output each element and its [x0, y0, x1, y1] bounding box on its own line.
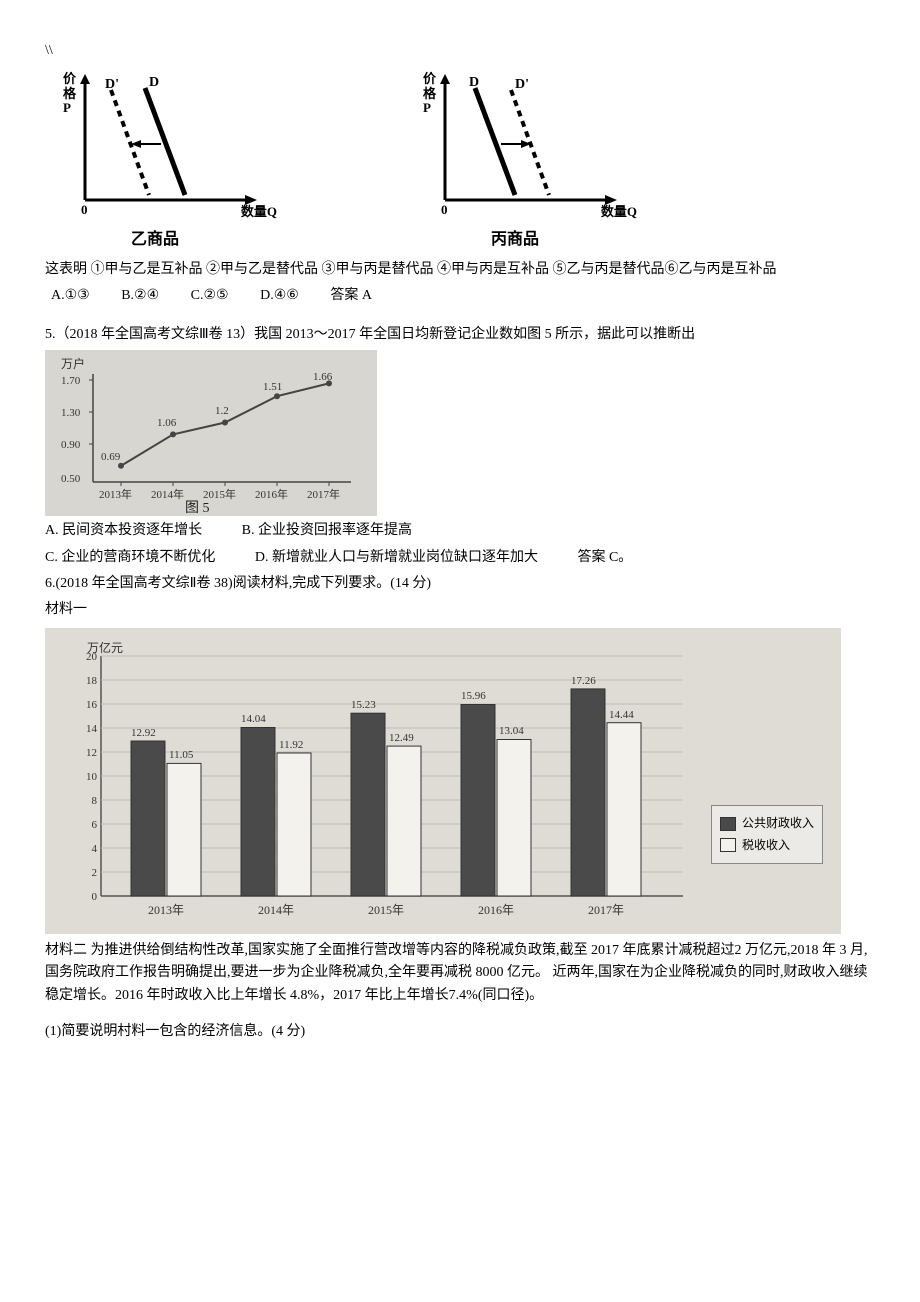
svg-text:14.04: 14.04	[241, 713, 266, 725]
svg-text:11.92: 11.92	[279, 739, 303, 751]
svg-text:14: 14	[86, 723, 98, 735]
q5-options-row1: A. 民间资本投资逐年增长 B. 企业投资回报率逐年提高	[45, 520, 875, 542]
chart-caption-left: 乙商品	[45, 227, 265, 253]
q5-prompt: 5.（2018 年全国高考文综Ⅲ卷 13）我国 2013～2017 年全国日均新…	[45, 324, 875, 346]
svg-text:13.04: 13.04	[499, 725, 524, 737]
demand-chart-left: 价 格 P 0 D D' 数量Q 乙商品	[45, 70, 265, 253]
svg-text:6: 6	[92, 819, 98, 831]
q4-choices: A.①③ B.②④ C.②⑤ D.④⑥ 答案 A	[51, 285, 875, 307]
q4-optB: B.②④	[121, 288, 159, 303]
y-axis-label: 价 格 P	[63, 72, 76, 115]
svg-text:1.70: 1.70	[61, 375, 81, 387]
page-marker: \\	[45, 40, 875, 62]
svg-text:16: 16	[86, 699, 98, 711]
svg-text:2017年: 2017年	[307, 487, 340, 501]
legend-item: 公共财政收入	[720, 814, 814, 833]
x-axis-label: 数量Q	[241, 202, 277, 223]
bars-2014: 14.04 11.92	[241, 713, 311, 896]
d-label: D	[469, 75, 479, 90]
legend-label: 公共财政收入	[742, 814, 814, 833]
bar-chart-material1: 万亿元 0 2 4 6 8 10 12 14 16 18	[45, 628, 841, 934]
svg-text:14.44: 14.44	[609, 709, 634, 721]
q4-statement: 这表明 ①甲与乙是互补品 ②甲与乙是替代品 ③甲与丙是替代品 ④甲与丙是互补品 …	[45, 259, 875, 281]
q6-subq1: (1)简要说明村料一包含的经济信息。(4 分)	[45, 1021, 875, 1043]
q5-answer: 答案 C。	[577, 550, 632, 565]
svg-text:0.69: 0.69	[101, 451, 121, 463]
svg-text:2014年: 2014年	[151, 487, 184, 501]
svg-text:1.51: 1.51	[263, 381, 282, 393]
d-label: D	[149, 75, 159, 90]
q6-material1-label: 材料一	[45, 599, 875, 621]
demand-chart-left-svg: 0 D D'	[45, 70, 265, 225]
svg-text:17.26: 17.26	[571, 675, 596, 687]
figure5-caption: 图 5	[185, 501, 210, 514]
svg-text:0.90: 0.90	[61, 439, 81, 451]
bars-2017: 17.26 14.44	[571, 675, 641, 896]
bar-chart-svg: 万亿元 0 2 4 6 8 10 12 14 16 18	[53, 636, 693, 926]
svg-text:15.23: 15.23	[351, 699, 376, 711]
svg-text:12.92: 12.92	[131, 727, 156, 739]
svg-text:万户: 万户	[61, 356, 85, 371]
svg-text:8: 8	[92, 795, 98, 807]
svg-text:2016年: 2016年	[478, 903, 514, 917]
svg-text:2017年: 2017年	[588, 903, 624, 917]
svg-text:2014年: 2014年	[258, 903, 294, 917]
svg-text:2015年: 2015年	[203, 487, 236, 501]
svg-text:2013年: 2013年	[99, 487, 132, 501]
svg-text:0.50: 0.50	[61, 473, 81, 485]
bars-2016: 15.96 13.04	[461, 690, 531, 896]
q6-material2: 材料二 为推进供给倒结构性改革,国家实施了全面推行营改增等内容的降税减负政策,截…	[45, 940, 875, 1007]
svg-text:1.66: 1.66	[313, 371, 333, 383]
svg-text:2013年: 2013年	[148, 903, 184, 917]
q5-options-row2: C. 企业的营商环境不断优化 D. 新增就业人口与新增就业岗位缺口逐年加大 答案…	[45, 547, 875, 569]
svg-text:0: 0	[92, 891, 98, 903]
dprime-label: D'	[105, 77, 119, 92]
svg-text:12.49: 12.49	[389, 732, 414, 744]
q6-prompt: 6.(2018 年全国高考文综Ⅱ卷 38)阅读材料,完成下列要求。(14 分)	[45, 573, 875, 595]
line-chart-svg: 万户 1.70 1.30 0.90 0.50 2013年 2014年 2015年…	[51, 354, 359, 514]
svg-text:2016年: 2016年	[255, 487, 288, 501]
demand-chart-right-svg: 0 D D'	[405, 70, 625, 225]
chart-caption-right: 丙商品	[405, 227, 625, 253]
svg-text:18: 18	[86, 675, 98, 687]
demand-charts-row: 价 格 P 0 D D' 数量Q 乙商品 价 格 P	[45, 70, 875, 253]
svg-text:2: 2	[92, 867, 98, 879]
svg-text:0: 0	[441, 202, 448, 217]
bars-2015: 15.23 12.49	[351, 699, 421, 896]
q5-optC: C. 企业的营商环境不断优化	[45, 550, 215, 565]
demand-chart-right: 价 格 P 0 D D' 数量Q 丙商品	[405, 70, 625, 253]
q4-optD: D.④⑥	[260, 288, 299, 303]
q5-optD: D. 新增就业人口与新增就业岗位缺口逐年加大	[255, 550, 538, 565]
legend-item: 税收收入	[720, 836, 814, 855]
q5-optB: B. 企业投资回报率逐年提高	[242, 523, 412, 538]
svg-text:4: 4	[92, 843, 98, 855]
q4-optA: A.①③	[51, 288, 90, 303]
legend-swatch-icon	[720, 817, 736, 831]
y-axis-label: 价 格 P	[423, 72, 436, 115]
bar-chart-legend: 公共财政收入 税收收入	[711, 805, 823, 863]
line-chart-figure5: 万户 1.70 1.30 0.90 0.50 2013年 2014年 2015年…	[45, 350, 377, 516]
legend-swatch-icon	[720, 838, 736, 852]
svg-text:20: 20	[86, 651, 98, 663]
dprime-label: D'	[515, 77, 529, 92]
x-axis-label: 数量Q	[601, 202, 637, 223]
legend-label: 税收收入	[742, 836, 790, 855]
q5-optA: A. 民间资本投资逐年增长	[45, 523, 202, 538]
svg-text:0: 0	[81, 202, 88, 217]
q4-answer: 答案 A	[330, 288, 372, 303]
svg-text:11.05: 11.05	[169, 749, 194, 761]
svg-text:12: 12	[86, 747, 97, 759]
svg-text:15.96: 15.96	[461, 690, 486, 702]
svg-text:2015年: 2015年	[368, 903, 404, 917]
svg-text:1.30: 1.30	[61, 407, 81, 419]
svg-text:10: 10	[86, 771, 98, 783]
q4-optC: C.②⑤	[191, 288, 229, 303]
svg-text:1.2: 1.2	[215, 405, 229, 417]
svg-text:1.06: 1.06	[157, 417, 177, 429]
